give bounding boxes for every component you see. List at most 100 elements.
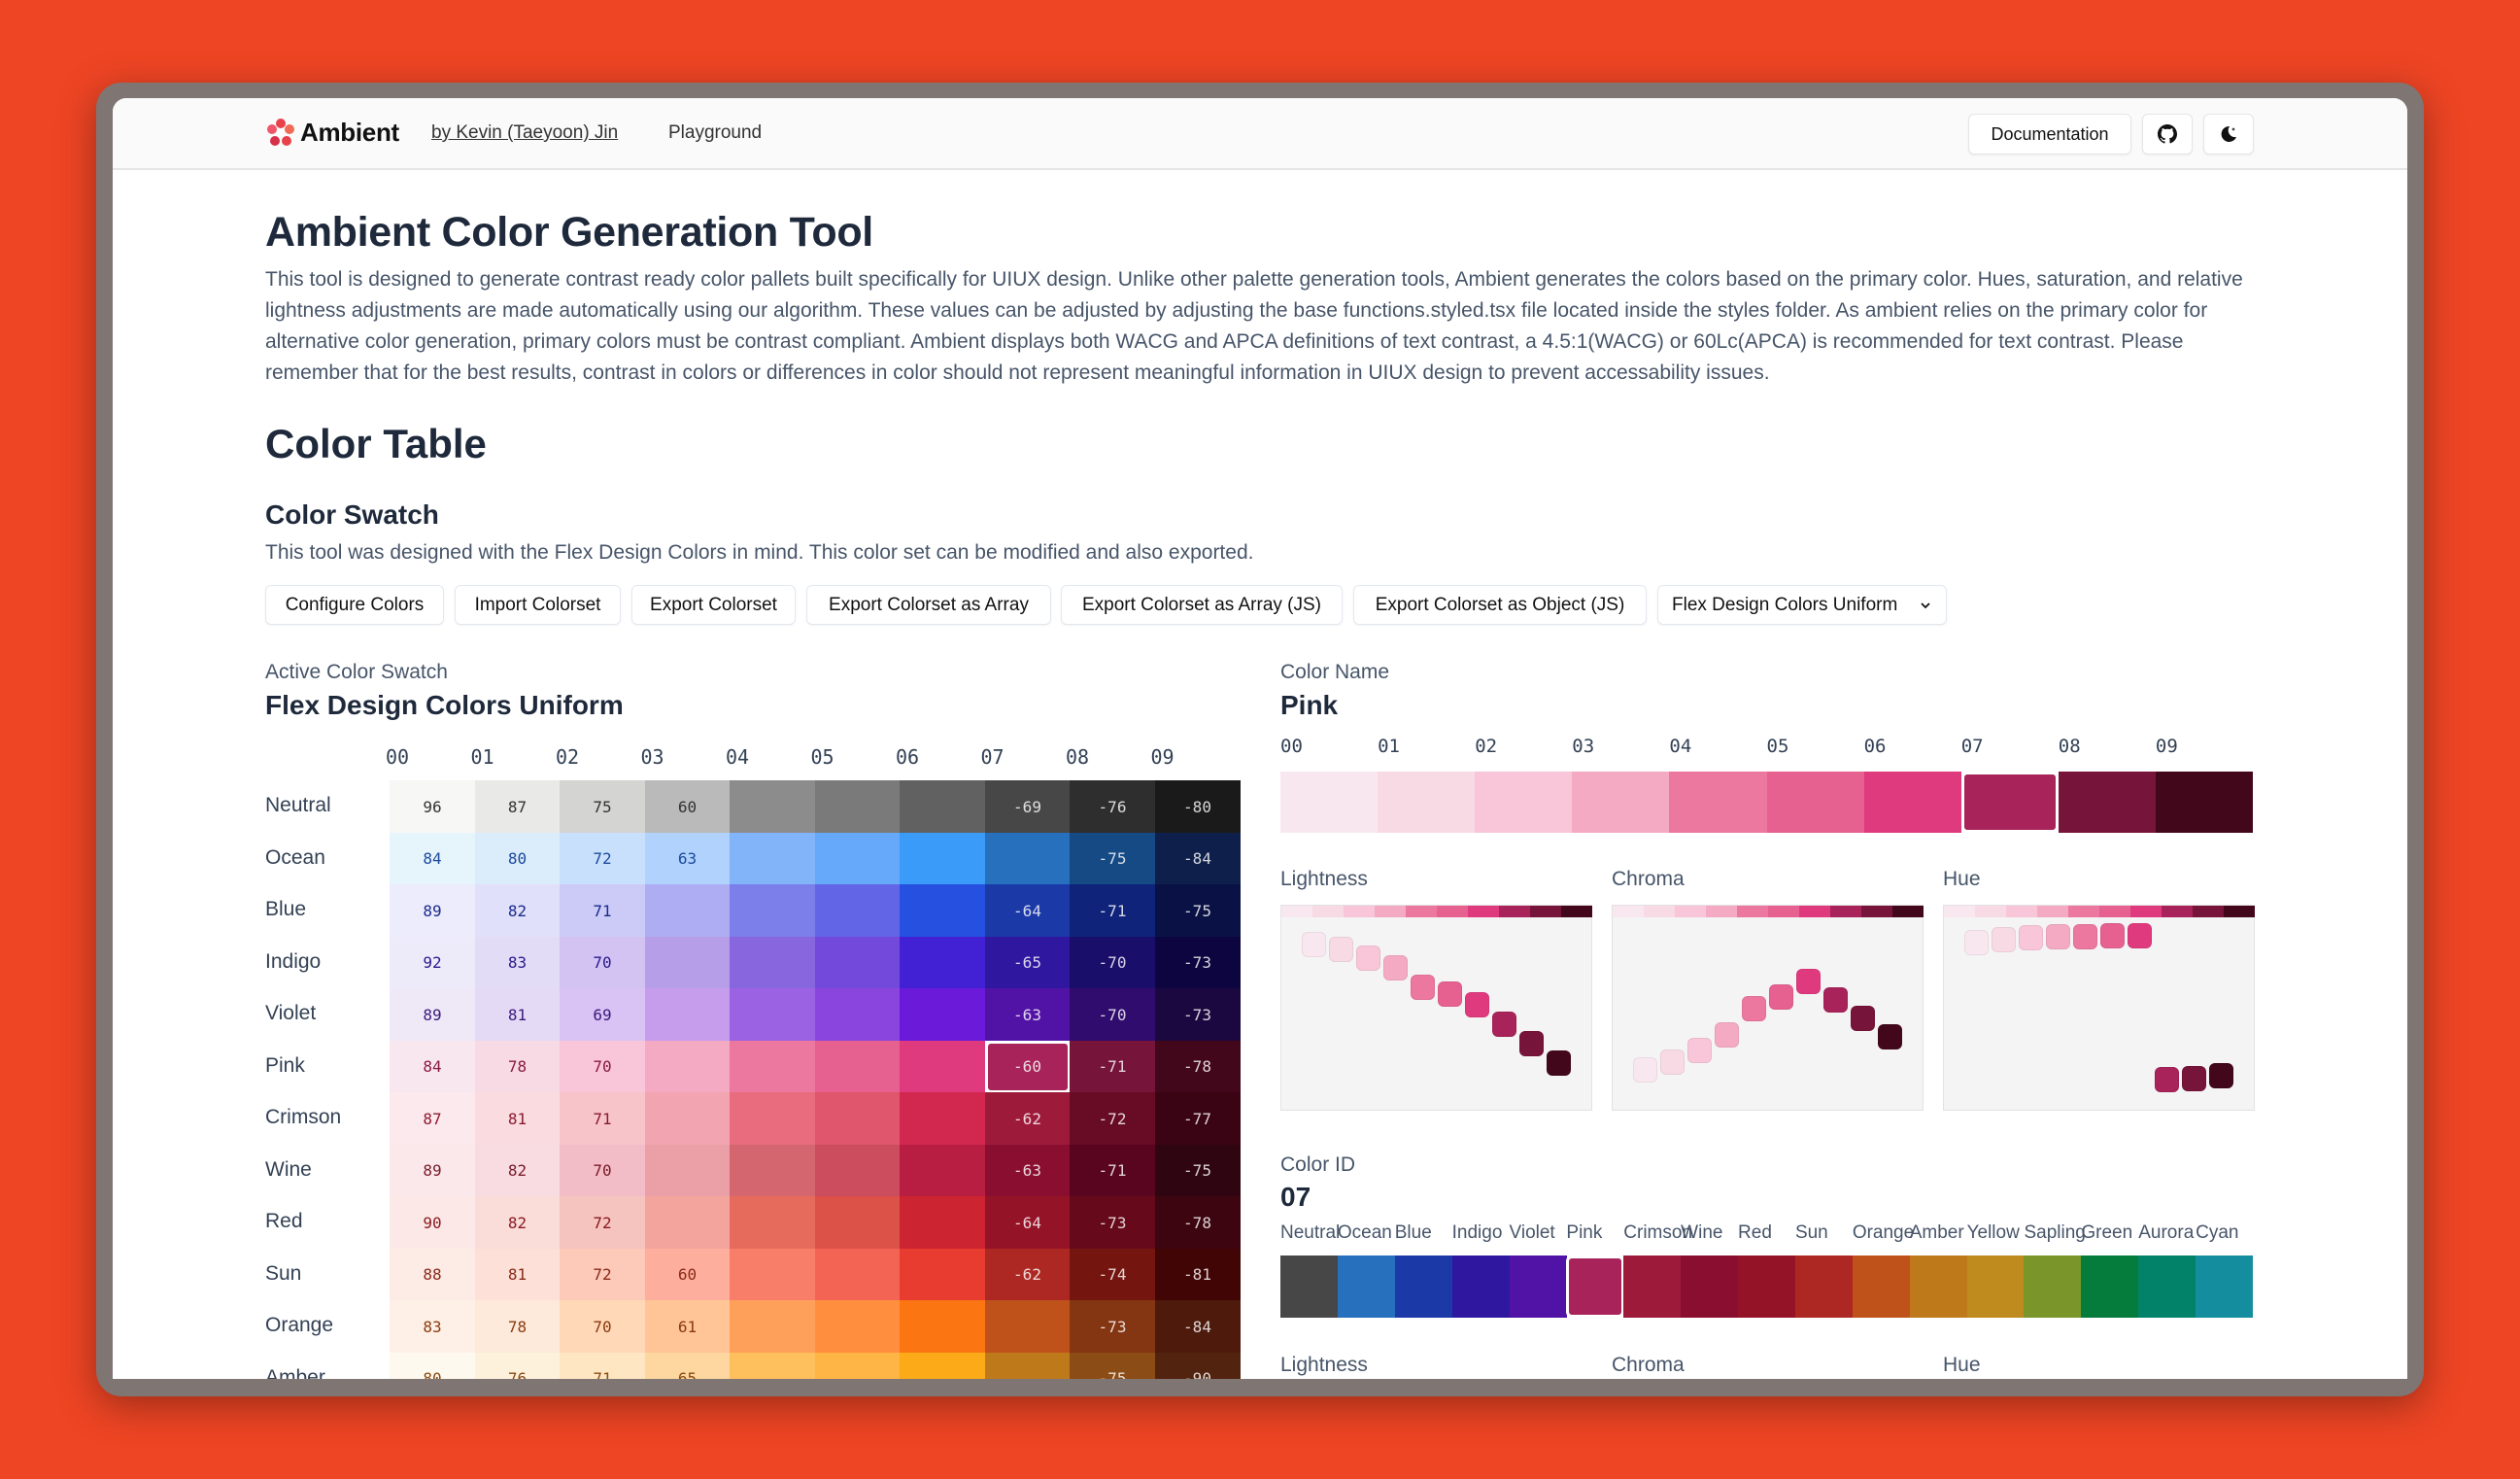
color-cell[interactable]: [730, 936, 815, 989]
hue-swatch-green[interactable]: [2081, 1255, 2139, 1318]
color-cell[interactable]: 82: [474, 1196, 561, 1249]
color-cell[interactable]: [814, 936, 901, 989]
color-cell[interactable]: -75: [1070, 832, 1155, 885]
color-cell[interactable]: -76: [1070, 780, 1155, 833]
color-cell[interactable]: -71: [1070, 1040, 1155, 1093]
color-cell[interactable]: -69: [984, 780, 1071, 833]
chart-point[interactable]: [1769, 984, 1793, 1010]
color-cell[interactable]: 76: [474, 1352, 561, 1379]
chart-point[interactable]: [2182, 1066, 2206, 1091]
color-cell[interactable]: [984, 832, 1071, 885]
hue-swatch-amber[interactable]: [1909, 1255, 1968, 1318]
scale-swatch[interactable]: [1960, 772, 2060, 833]
hue-swatch-violet[interactable]: [1509, 1255, 1567, 1318]
color-cell[interactable]: [900, 1196, 985, 1249]
scale-swatch[interactable]: [1766, 772, 1865, 833]
color-cell[interactable]: [900, 1092, 985, 1145]
chart-point[interactable]: [1519, 1031, 1544, 1056]
color-cell[interactable]: [814, 1040, 901, 1093]
github-button[interactable]: [2142, 114, 2193, 155]
chart-point[interactable]: [1823, 987, 1848, 1013]
color-cell[interactable]: -73: [1070, 1300, 1155, 1353]
color-cell[interactable]: 87: [474, 780, 561, 833]
color-cell[interactable]: -75: [1070, 1352, 1155, 1379]
color-cell[interactable]: -75: [1154, 1144, 1241, 1197]
color-cell[interactable]: 72: [560, 832, 645, 885]
chart-point[interactable]: [1687, 1038, 1712, 1063]
chart-point[interactable]: [2155, 1067, 2179, 1092]
color-cell[interactable]: 78: [474, 1040, 561, 1093]
chart-point[interactable]: [1633, 1057, 1657, 1083]
chart-point[interactable]: [1492, 1012, 1516, 1037]
color-cell[interactable]: 63: [644, 832, 731, 885]
color-cell[interactable]: 61: [644, 1300, 731, 1353]
chart-point[interactable]: [1878, 1024, 1902, 1049]
color-cell[interactable]: [900, 780, 985, 833]
color-cell[interactable]: 92: [390, 936, 475, 989]
color-cell[interactable]: 83: [474, 936, 561, 989]
color-cell[interactable]: [900, 1300, 985, 1353]
color-cell[interactable]: 78: [474, 1300, 561, 1353]
color-cell[interactable]: [900, 988, 985, 1041]
chart-point[interactable]: [1302, 932, 1326, 957]
color-cell[interactable]: -73: [1154, 936, 1241, 989]
chart-point[interactable]: [2100, 923, 2125, 948]
chart-point[interactable]: [1438, 981, 1462, 1007]
color-cell[interactable]: [730, 884, 815, 937]
color-cell[interactable]: -71: [1070, 884, 1155, 937]
documentation-button[interactable]: Documentation: [1968, 114, 2131, 155]
chart-point[interactable]: [2073, 924, 2097, 949]
color-cell[interactable]: [814, 1248, 901, 1301]
export-array-button[interactable]: Export Colorset as Array: [806, 585, 1051, 625]
color-cell[interactable]: -81: [1154, 1248, 1241, 1301]
color-cell[interactable]: -72: [1070, 1092, 1155, 1145]
hue-swatch-sun[interactable]: [1794, 1255, 1854, 1318]
import-colorset-button[interactable]: Import Colorset: [455, 585, 621, 625]
hue-swatch-neutral[interactable]: [1280, 1255, 1339, 1318]
color-cell[interactable]: 70: [560, 1144, 645, 1197]
color-cell[interactable]: [814, 1144, 901, 1197]
color-cell[interactable]: -64: [984, 884, 1071, 937]
color-cell[interactable]: [730, 1040, 815, 1093]
color-cell[interactable]: [814, 1092, 901, 1145]
color-cell[interactable]: 82: [474, 884, 561, 937]
color-cell[interactable]: -60: [984, 1040, 1071, 1093]
color-cell[interactable]: 71: [560, 1092, 645, 1145]
color-cell[interactable]: -73: [1154, 988, 1241, 1041]
hue-swatch-crimson[interactable]: [1623, 1255, 1682, 1318]
color-cell[interactable]: [644, 936, 731, 989]
color-cell[interactable]: 82: [474, 1144, 561, 1197]
nav-playground[interactable]: Playground: [668, 122, 763, 143]
color-cell[interactable]: 70: [560, 1300, 645, 1353]
color-cell[interactable]: 72: [560, 1196, 645, 1249]
color-cell[interactable]: [730, 1352, 815, 1379]
color-cell[interactable]: -62: [984, 1092, 1071, 1145]
brand-name[interactable]: Ambient: [300, 118, 399, 147]
color-cell[interactable]: 84: [390, 1040, 475, 1093]
theme-toggle-button[interactable]: [2203, 114, 2254, 155]
export-array-js-button[interactable]: Export Colorset as Array (JS): [1061, 585, 1343, 625]
color-cell[interactable]: -78: [1154, 1040, 1241, 1093]
colorset-select[interactable]: Flex Design Colors Uniform: [1657, 585, 1947, 625]
scale-swatch[interactable]: [1863, 772, 1962, 833]
chart-point[interactable]: [1547, 1050, 1571, 1076]
color-cell[interactable]: [900, 936, 985, 989]
color-cell[interactable]: [730, 1196, 815, 1249]
chart-point[interactable]: [1992, 927, 2016, 952]
hue-swatch-orange[interactable]: [1852, 1255, 1911, 1318]
color-cell[interactable]: 80: [390, 1352, 475, 1379]
color-cell[interactable]: 60: [644, 1248, 731, 1301]
color-cell[interactable]: -63: [984, 1144, 1071, 1197]
color-cell[interactable]: -62: [984, 1248, 1071, 1301]
color-cell[interactable]: -63: [984, 988, 1071, 1041]
color-cell[interactable]: 89: [390, 988, 475, 1041]
color-cell[interactable]: 90: [390, 1196, 475, 1249]
color-cell[interactable]: [900, 1144, 985, 1197]
color-cell[interactable]: 81: [474, 1092, 561, 1145]
color-cell[interactable]: 81: [474, 988, 561, 1041]
chart-point[interactable]: [1411, 975, 1435, 1000]
color-cell[interactable]: [814, 832, 901, 885]
chart-point[interactable]: [2128, 923, 2152, 948]
color-cell[interactable]: 80: [474, 832, 561, 885]
color-cell[interactable]: [730, 1300, 815, 1353]
